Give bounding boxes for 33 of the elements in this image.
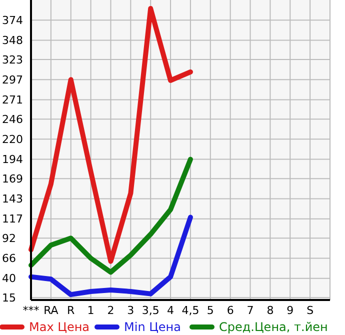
x-tick-label: 3 xyxy=(127,304,134,317)
legend-label: Min Цена xyxy=(124,320,182,334)
y-tick-label: 143 xyxy=(2,192,23,206)
x-tick-label: 3,5 xyxy=(142,304,160,317)
x-tick-label: R xyxy=(67,304,76,317)
y-tick-label: 194 xyxy=(2,153,23,166)
x-tick-label: 2 xyxy=(107,304,114,317)
x-tick-label: 1 xyxy=(87,304,94,317)
y-tick-label: 40 xyxy=(2,272,16,286)
x-tick-label: S xyxy=(306,304,314,317)
y-tick-label: 15 xyxy=(2,292,16,305)
x-tick-label: 9 xyxy=(286,304,294,317)
x-tick-label: 7 xyxy=(246,304,254,317)
x-tick-label: 6 xyxy=(226,304,234,317)
y-tick-label: 297 xyxy=(2,73,23,86)
y-tick-label: 323 xyxy=(2,53,23,66)
x-tick-label: *** xyxy=(22,304,40,317)
y-tick-label: 92 xyxy=(2,232,16,245)
y-tick-label: 271 xyxy=(2,94,23,107)
y-tick-label: 220 xyxy=(2,133,23,146)
y-tick-label: 348 xyxy=(2,34,23,48)
y-tick-label: 169 xyxy=(2,172,23,186)
y-tick-label: 246 xyxy=(2,112,23,126)
y-tick-label: 117 xyxy=(2,212,23,226)
legend-label: Сред.Цена, т.йен xyxy=(219,320,328,334)
x-tick-label: RA xyxy=(44,304,59,317)
x-tick-label: 4,5 xyxy=(182,304,200,317)
y-tick-label: 374 xyxy=(2,14,23,27)
legend-label: Max Цена xyxy=(29,320,90,334)
x-tick-label: 8 xyxy=(266,304,274,317)
x-tick-label: 5 xyxy=(206,304,214,317)
y-tick-label: 66 xyxy=(2,252,16,266)
x-tick-label: 4 xyxy=(167,304,174,317)
